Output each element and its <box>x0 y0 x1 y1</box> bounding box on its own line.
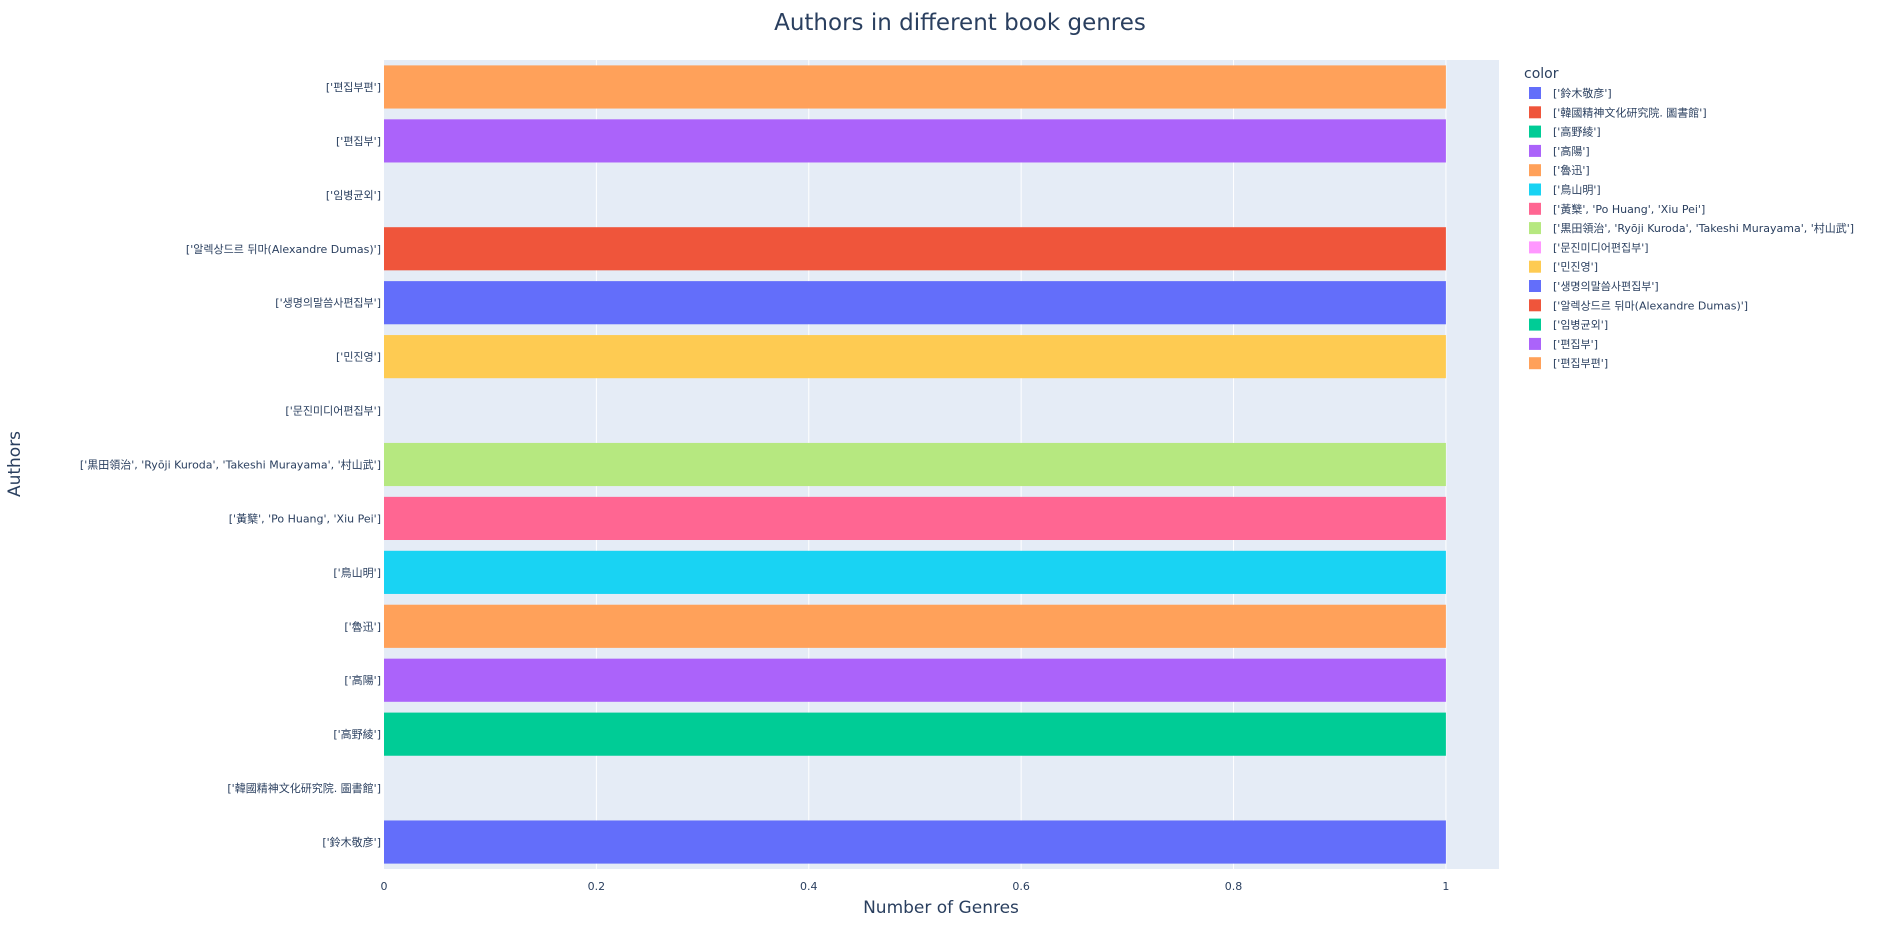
y-tick-label: ['高陽'] <box>344 673 381 687</box>
y-tick-label: ['문진미디어편집부'] <box>285 405 381 418</box>
x-tick-label: 0 <box>381 880 388 893</box>
legend-swatch[interactable] <box>1529 87 1541 99</box>
y-tick-label: ['편집부편'] <box>326 81 381 94</box>
legend-label[interactable]: ['黒田領治', 'Ryōji Kuroda', 'Takeshi Muraya… <box>1553 221 1854 235</box>
y-tick-label: ['편집부'] <box>336 135 381 148</box>
legend-swatch[interactable] <box>1529 106 1541 119</box>
legend-swatch[interactable] <box>1529 183 1541 196</box>
bar <box>384 820 1446 864</box>
bar <box>384 281 1446 325</box>
legend-label[interactable]: ['문진미디어편집부'] <box>1553 241 1649 254</box>
legend-swatch[interactable] <box>1529 144 1541 157</box>
chart-title: Authors in different book genres <box>774 10 1146 36</box>
legend-swatch[interactable] <box>1529 125 1541 138</box>
legend-label[interactable]: ['생명의말씀사편집부'] <box>1553 280 1659 293</box>
legend-label[interactable]: ['鳥山明'] <box>1553 183 1601 197</box>
legend-label[interactable]: ['高陽'] <box>1553 144 1590 158</box>
y-tick-label: ['민진영'] <box>336 351 381 364</box>
y-tick-label: ['黒田領治', 'Ryōji Kuroda', 'Takeshi Muraya… <box>80 458 381 472</box>
legend-label[interactable]: ['알렉상드르 뒤마(Alexandre Dumas)'] <box>1553 298 1748 312</box>
legend-swatch[interactable] <box>1529 260 1541 273</box>
legend-label[interactable]: ['鈴木敬彦'] <box>1553 86 1612 100</box>
bars <box>384 65 1446 864</box>
bar <box>384 712 1446 756</box>
bar <box>384 65 1446 109</box>
y-tick-label: ['鈴木敬彦'] <box>322 835 381 849</box>
legend-label[interactable]: ['편집부'] <box>1553 338 1598 351</box>
legend-swatch[interactable] <box>1529 164 1541 177</box>
legend-label[interactable]: ['민진영'] <box>1553 261 1598 274</box>
legend-swatch[interactable] <box>1529 280 1541 292</box>
legend-label[interactable]: ['편집부편'] <box>1553 357 1608 370</box>
y-tick-label: ['생명의말씀사편집부'] <box>275 297 381 310</box>
x-tick-label: 0.2 <box>588 880 606 893</box>
bar <box>384 604 1446 648</box>
y-tick-label: ['韓國精神文化研究院. 圖書館'] <box>227 781 381 795</box>
legend-label[interactable]: ['黃櫱', 'Po Huang', 'Xiu Pei'] <box>1553 202 1705 216</box>
legend: color ['鈴木敬彦'] ['韓國精神文化研究院. 圖書館'] ['高野綾'] [… <box>1524 66 1854 370</box>
legend-label[interactable]: ['魯迅'] <box>1553 163 1590 177</box>
x-axis-title: Number of Genres <box>863 898 1019 918</box>
y-axis-title: Authors <box>5 431 25 497</box>
x-tick-labels: 0 0.2 0.4 0.6 0.8 1 <box>381 880 1450 893</box>
y-tick-label: ['알렉상드르 뒤마(Alexandre Dumas)'] <box>186 242 381 256</box>
bar <box>384 227 1446 271</box>
bar <box>384 550 1446 594</box>
legend-label[interactable]: ['高野綾'] <box>1553 125 1601 139</box>
x-tick-label: 0.4 <box>800 880 818 893</box>
y-tick-label: ['黃櫱', 'Po Huang', 'Xiu Pei'] <box>229 511 381 525</box>
x-tick-label: 0.6 <box>1012 880 1030 893</box>
legend-swatch[interactable] <box>1529 202 1541 215</box>
legend-swatch[interactable] <box>1529 241 1541 254</box>
legend-swatch[interactable] <box>1529 299 1541 312</box>
y-tick-label: ['임병균외'] <box>326 189 381 202</box>
y-tick-label: ['高野綾'] <box>333 727 381 741</box>
x-tick-label: 0.8 <box>1225 880 1243 893</box>
bar <box>384 442 1446 487</box>
legend-label[interactable]: ['임병균외'] <box>1553 319 1608 332</box>
bar <box>384 119 1446 163</box>
legend-swatch[interactable] <box>1529 357 1541 370</box>
legend-swatch[interactable] <box>1529 337 1541 350</box>
bar <box>384 335 1446 379</box>
bar <box>384 658 1446 702</box>
legend-swatch[interactable] <box>1529 222 1541 235</box>
legend-swatch[interactable] <box>1529 318 1541 331</box>
bar <box>384 496 1446 541</box>
y-tick-labels: ['鈴木敬彦'] ['韓國精神文化研究院. 圖書館'] ['高野綾'] ['高陽'] [… <box>80 81 381 849</box>
legend-label[interactable]: ['韓國精神文化研究院. 圖書館'] <box>1553 105 1707 119</box>
legend-title: color <box>1524 66 1559 82</box>
y-tick-label: ['魯迅'] <box>344 619 381 633</box>
x-tick-label: 1 <box>1442 880 1449 893</box>
y-tick-label: ['鳥山明'] <box>333 565 381 579</box>
